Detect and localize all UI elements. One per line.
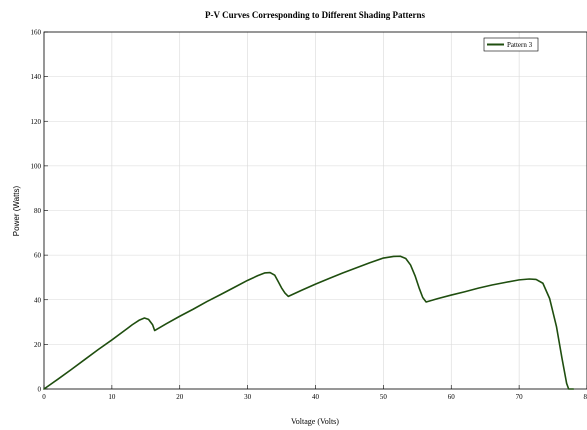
series-layer	[43, 255, 575, 390]
series-line-pattern-3	[43, 255, 575, 390]
y-tick-label: 0	[38, 386, 42, 394]
y-tick-label: 120	[31, 118, 42, 126]
y-tick-label: 20	[34, 341, 42, 349]
x-tick-label: 10	[108, 393, 116, 401]
x-tick-label: 40	[312, 393, 320, 401]
y-axis-label: Power (Watts)	[12, 185, 21, 236]
axis-ticks: 0 10 20 30 40 50 60 70 80 0 20 40 60 80 100 120 140 160	[31, 29, 587, 401]
x-axis-label: Voltage (Volts)	[291, 417, 339, 426]
chart-title: P-V Curves Corresponding to Different Sh…	[205, 10, 425, 20]
x-tick-label: 70	[516, 393, 524, 401]
legend-label-pattern-3: Pattern 3	[507, 41, 533, 49]
y-tick-label: 100	[31, 162, 42, 170]
y-tick-label: 40	[34, 296, 42, 304]
x-tick-label: 20	[176, 393, 184, 401]
y-tick-label: 160	[31, 29, 42, 37]
y-tick-label: 140	[31, 73, 42, 81]
x-tick-label: 80	[584, 393, 587, 401]
legend-box	[483, 37, 539, 52]
x-tick-label: 50	[380, 393, 388, 401]
x-tick-label: 30	[244, 393, 252, 401]
legend: Pattern 3	[483, 37, 539, 52]
x-tick-label: 0	[42, 393, 46, 401]
y-tick-label: 80	[34, 207, 42, 215]
y-tick-label: 60	[34, 252, 42, 260]
x-tick-label: 60	[448, 393, 456, 401]
